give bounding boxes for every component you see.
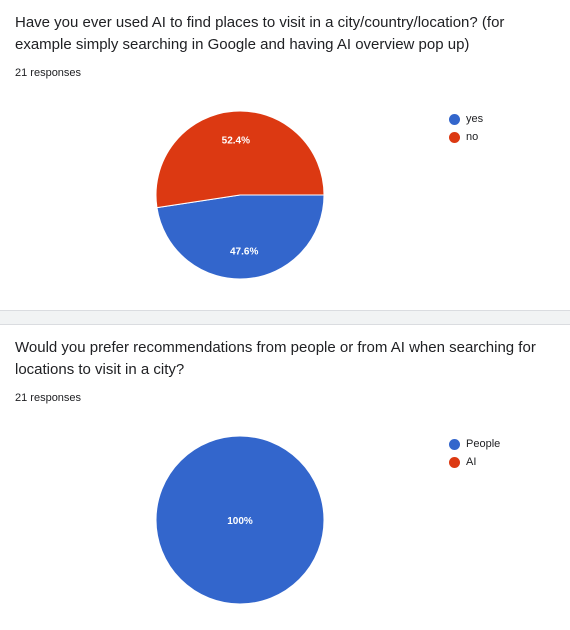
chart-legend: People AI — [449, 435, 500, 471]
legend-label: People — [466, 438, 501, 450]
legend-label: no — [466, 131, 479, 143]
pie-chart: 100% — [155, 435, 325, 605]
card-separator — [0, 310, 570, 325]
pie-slice-people[interactable] — [155, 435, 325, 605]
slice-percent-label: 52.4% — [222, 136, 250, 147]
chart-legend: yes no — [449, 110, 483, 146]
question-card-1: Have you ever used AI to find places to … — [0, 0, 570, 310]
slice-percent-label: 47.6% — [230, 246, 258, 257]
legend-label: yes — [466, 113, 484, 125]
legend-item-people[interactable]: People — [449, 435, 500, 453]
pie-slice-no[interactable] — [155, 110, 325, 209]
legend-dot-icon — [449, 456, 460, 468]
slice-percent-label: 100% — [227, 516, 253, 527]
pie-chart: 47.6% 52.4% — [155, 110, 325, 280]
legend-item-no[interactable]: no — [449, 128, 483, 146]
response-count: 21 responses — [15, 392, 82, 404]
question-title: Have you ever used AI to find places to … — [15, 14, 505, 53]
legend-label: AI — [466, 456, 477, 468]
legend-item-yes[interactable]: yes — [449, 110, 483, 128]
question-title: Would you prefer recommendations from pe… — [15, 339, 536, 378]
question-card-2: Would you prefer recommendations from pe… — [0, 325, 570, 630]
response-count: 21 responses — [15, 67, 82, 79]
legend-dot-icon — [449, 131, 460, 143]
legend-dot-icon — [449, 438, 460, 450]
legend-item-ai[interactable]: AI — [449, 453, 500, 471]
pie-slice-yes[interactable] — [156, 194, 325, 280]
legend-dot-icon — [449, 113, 460, 125]
